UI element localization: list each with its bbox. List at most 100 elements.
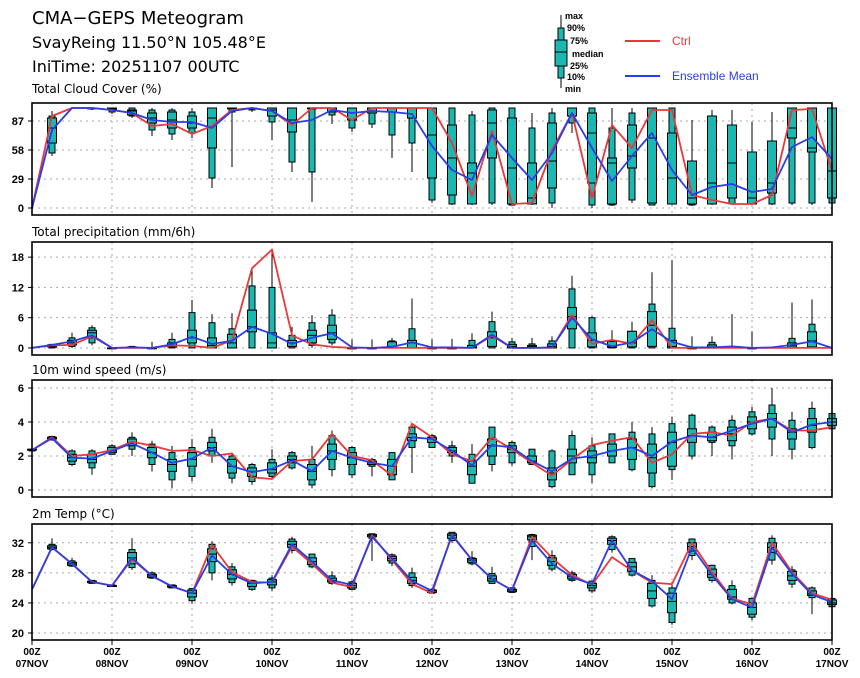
ensemble-box: [487, 311, 497, 349]
ensemble-box: [147, 108, 157, 136]
panel-0: Total Cloud Cover (%) 0 29 58 87: [12, 82, 837, 216]
ensemble-box: [747, 331, 757, 350]
y-tick-label: 4: [18, 417, 25, 429]
ensemble-box: [547, 108, 557, 208]
ensemble-box: [327, 309, 337, 346]
x-tick-hour: 00Z: [743, 647, 760, 658]
ensemble-box: [527, 113, 537, 205]
box-p25-p75: [787, 428, 797, 440]
ensemble-box: [187, 439, 197, 482]
x-tick-hour: 00Z: [183, 647, 200, 658]
ensemble-box: [727, 415, 737, 460]
ensemble-box: [567, 275, 577, 349]
box-p25-p75: [427, 107, 437, 179]
ensemble-box: [747, 597, 757, 621]
ensemble-box: [287, 107, 297, 172]
box-p25-p75: [487, 438, 497, 457]
y-tick-label: 6: [18, 313, 24, 325]
y-tick-label: 0: [18, 485, 24, 497]
ensemble-box: [707, 425, 717, 457]
legend-p90: 90%: [567, 23, 585, 33]
ensemble-box: [207, 107, 217, 188]
ensemble-mean-line: [31, 316, 833, 349]
box-p25-p75: [787, 107, 797, 139]
legend-min: min: [565, 84, 581, 94]
ensemble-box: [647, 107, 657, 206]
ensemble-box: [467, 111, 477, 205]
x-tick-hour: 00Z: [23, 647, 40, 658]
x-axis: 00Z07NOV00Z08NOV00Z09NOV00Z10NOV00Z11NOV…: [16, 640, 849, 670]
x-tick-date: 15NOV: [656, 659, 689, 670]
panels: Total Cloud Cover (%) 0 29 58 87 Total precip…: [12, 82, 837, 641]
ensemble-box: [447, 107, 457, 205]
ensemble-box: [647, 272, 657, 349]
box-p10-p90: [308, 107, 316, 173]
ensemble-box: [767, 387, 777, 457]
box-p25-p75: [327, 324, 337, 340]
x-tick-date: 09NOV: [176, 659, 209, 670]
y-tick-label: 0: [18, 343, 24, 355]
ensemble-box: [727, 314, 737, 349]
ensemble-box: [787, 411, 797, 460]
y-tick-label: 58: [12, 145, 24, 157]
ensemble-box: [767, 112, 777, 205]
ensemble-box: [607, 433, 617, 464]
legend-p10: 10%: [567, 72, 585, 82]
ensemble-mean-line: [31, 107, 833, 209]
ensemble-mean-line: [31, 417, 833, 474]
box-p25-p75: [747, 151, 757, 205]
y-tick-label: 2: [18, 451, 24, 463]
x-tick-hour: 00Z: [423, 647, 440, 658]
panel-title: 2m Temp (°C): [32, 507, 115, 521]
box-p25-p75: [647, 107, 657, 204]
x-tick-hour: 00Z: [583, 647, 600, 658]
ensemble-box: [407, 298, 417, 349]
legend-ctrl-label: Ctrl: [672, 34, 691, 48]
ctrl-line: [31, 417, 833, 480]
y-tick-label: 28: [12, 568, 24, 580]
ensemble-box: [707, 336, 717, 349]
box-p25-p75: [667, 431, 677, 467]
y-tick-label: 24: [12, 598, 25, 610]
ensemble-box: [267, 249, 277, 349]
box-p25-p75: [667, 592, 677, 614]
y-tick-label: 18: [12, 252, 24, 264]
y-tick-label: 20: [12, 628, 24, 640]
legend-mean-label: Ensemble Mean: [672, 69, 759, 83]
box-p25-p75: [267, 332, 277, 349]
ctrl-line: [31, 107, 833, 209]
x-tick-date: 13NOV: [496, 659, 529, 670]
panel-1: Total precipitation (mm/6h) 0 6 12 18: [12, 225, 833, 356]
legend-max: max: [565, 11, 583, 21]
box-p25-p75: [807, 107, 817, 153]
legend: max 90% 75% median 25% 10% min Ctrl Ense…: [554, 11, 759, 94]
box-p25-p75: [707, 115, 717, 205]
ensemble-box: [467, 444, 477, 484]
x-tick-date: 07NOV: [16, 659, 49, 670]
ensemble-box: [227, 107, 237, 167]
x-tick-hour: 00Z: [823, 647, 840, 658]
ensemble-box: [347, 445, 357, 479]
y-tick-label: 6: [18, 383, 24, 395]
box-p25-p75: [527, 162, 537, 205]
ensemble-box: [607, 108, 617, 206]
box-p25-p75: [247, 309, 257, 333]
init-time-label: IniTime: 20251107 00UTC: [32, 57, 240, 76]
panel-2: 10m wind speed (m/s) 0 2 4 6: [18, 363, 837, 498]
box-p25-p75: [687, 160, 697, 205]
panel-frame: [31, 241, 833, 356]
ensemble-box: [707, 110, 717, 205]
ensemble-mean-line: [31, 534, 833, 609]
ensemble-box: [667, 260, 677, 349]
ensemble-box: [387, 107, 397, 158]
y-tick-label: 0: [18, 203, 24, 215]
ensemble-box: [187, 300, 197, 349]
panel-title: Total precipitation (mm/6h): [31, 225, 195, 239]
x-tick-hour: 00Z: [663, 647, 680, 658]
ensemble-box: [167, 445, 177, 489]
x-tick-hour: 00Z: [263, 647, 280, 658]
panel-title: 10m wind speed (m/s): [32, 363, 166, 377]
box-p25-p75: [727, 124, 737, 199]
x-tick-date: 17NOV: [816, 659, 849, 670]
